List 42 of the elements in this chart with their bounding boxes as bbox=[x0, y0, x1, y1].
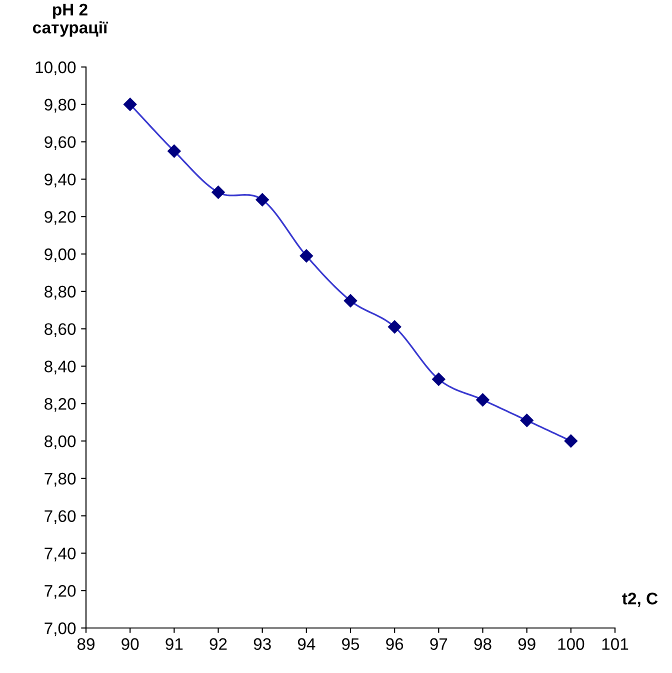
x-tick-label: 92 bbox=[210, 638, 227, 650]
y-tick-label: 7,20 bbox=[44, 585, 76, 599]
point bbox=[256, 193, 269, 206]
x-tick-label: 91 bbox=[166, 638, 183, 650]
point bbox=[168, 144, 181, 158]
point bbox=[388, 320, 402, 334]
x-tick-label: 89 bbox=[77, 638, 94, 650]
x-tick-label: 99 bbox=[518, 638, 536, 650]
y-tick-label: 8,00 bbox=[44, 435, 76, 450]
y-tick-label: 9,60 bbox=[44, 136, 76, 150]
y-tick-label: 7,00 bbox=[44, 622, 76, 636]
point bbox=[212, 186, 225, 199]
x-tick-label: 96 bbox=[386, 638, 404, 650]
x-axis-title: t2, C bbox=[622, 592, 658, 607]
x-tick-label: 101 bbox=[602, 638, 628, 650]
point bbox=[123, 98, 137, 111]
x-tick-label: 100 bbox=[558, 638, 584, 650]
y-tick-label: 7,40 bbox=[44, 548, 76, 562]
y-tick-label: 8,40 bbox=[44, 360, 76, 374]
point bbox=[476, 393, 490, 406]
point bbox=[344, 294, 358, 308]
y-tick-label: 9,40 bbox=[44, 174, 76, 188]
y-tick-label: 10,00 bbox=[36, 61, 76, 76]
y-tick-label: 7,60 bbox=[44, 510, 76, 524]
x-tick-label: 97 bbox=[430, 638, 448, 650]
x-tick-label: 95 bbox=[342, 638, 360, 650]
x-tick-label: 94 bbox=[298, 638, 316, 650]
y-tick-label: 9,20 bbox=[44, 211, 76, 225]
y-tick-label: 8,60 bbox=[44, 323, 76, 337]
x-tick-label: 90 bbox=[122, 638, 139, 650]
y-tick-label: 8,20 bbox=[44, 398, 76, 412]
point bbox=[564, 434, 578, 448]
point bbox=[300, 249, 314, 262]
y-tick-label: 7,80 bbox=[44, 472, 76, 487]
y-tick-label: 8,80 bbox=[44, 286, 76, 300]
y-tick-label: 9,80 bbox=[44, 98, 76, 113]
x-tick-label: 98 bbox=[474, 638, 492, 650]
point bbox=[520, 414, 534, 428]
y-axis-title: pH 2 сатурації bbox=[32, 4, 108, 37]
y-tick-label: 9,00 bbox=[44, 248, 76, 262]
point bbox=[432, 372, 446, 386]
x-tick-label: 93 bbox=[254, 638, 271, 650]
